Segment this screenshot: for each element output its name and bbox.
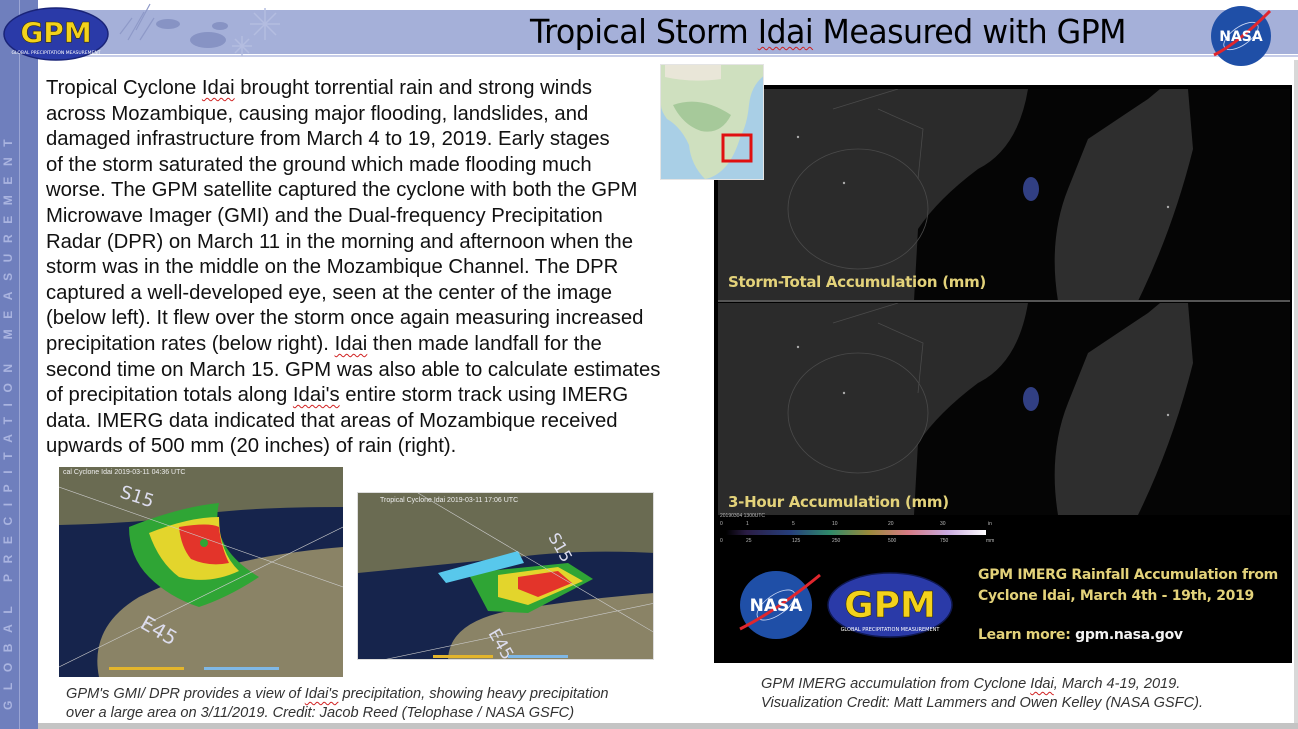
dpr-right-timestamp: Tropical Cyclone Idai 2019-03-11 17:06 U… bbox=[380, 497, 519, 504]
svg-text:GPM: GPM bbox=[844, 585, 936, 626]
dpr-storm-graphic: S15 E45 bbox=[59, 467, 343, 677]
paragraph-line: Radar (DPR) on March 11 in the morning a… bbox=[46, 230, 633, 253]
dpr-image-morning: S15 E45 cal Cyclone Idai 2019-03-11 04:3… bbox=[59, 467, 343, 677]
paragraph-line: second time on March 15. GPM was also ab… bbox=[46, 358, 661, 381]
three-hour-label: 3-Hour Accumulation (mm) bbox=[728, 493, 949, 511]
dpr-caption: GPM's GMI/ DPR provides a view of Idai's… bbox=[66, 686, 609, 721]
paragraph-line: worse. The GPM satellite captured the cy… bbox=[46, 179, 638, 202]
colorbar-gradient bbox=[726, 530, 986, 535]
sidebar-divider bbox=[19, 0, 20, 729]
gpm-logo: GPM GLOBAL PRECIPITATION MEASUREMENT bbox=[827, 572, 953, 638]
learn-more-text: Learn more: gpm.nasa.gov bbox=[978, 627, 1183, 643]
slide-bottom-bar bbox=[38, 723, 1298, 729]
header-underline bbox=[38, 55, 1298, 57]
imerg-footer-title: GPM IMERG Rainfall Accumulation from Cyc… bbox=[978, 567, 1278, 604]
paragraph-line: of the storm saturated the ground which … bbox=[46, 153, 592, 176]
paragraph-line: upwards of 500 mm (20 inches) of rain (r… bbox=[46, 435, 457, 458]
paragraph-line: (below left). It flew over the storm onc… bbox=[46, 307, 644, 330]
sidebar-vertical-text: GLOBAL PRECIPITATION MEASUREMENT bbox=[1, 128, 15, 710]
paragraph-line: data. IMERG data indicated that areas of… bbox=[46, 409, 618, 432]
dpr-left-timestamp: cal Cyclone Idai 2019-03-11 04:36 UTC bbox=[63, 469, 186, 476]
dpr-storm-graphic: S15 E45 bbox=[358, 493, 653, 659]
paragraph-line: precipitation rates (below right). Idai … bbox=[46, 332, 602, 355]
svg-text:GPM: GPM bbox=[20, 16, 91, 49]
africa-map-graphic bbox=[661, 65, 763, 179]
mozambique-map-graphic bbox=[718, 89, 1193, 301]
nasa-logo: NASA bbox=[739, 571, 821, 639]
paragraph-line: of precipitation totals along Idai's ent… bbox=[46, 384, 629, 407]
svg-text:GLOBAL PRECIPITATION MEASUREME: GLOBAL PRECIPITATION MEASUREMENT bbox=[12, 50, 101, 56]
gpm-logo: GPM GLOBAL PRECIPITATION MEASUREMENT bbox=[3, 7, 109, 61]
learn-more-url: gpm.nasa.gov bbox=[1075, 627, 1183, 643]
paragraph-line: captured a well-developed eye, seen at t… bbox=[46, 281, 612, 304]
paragraph-line: storm was in the middle on the Mozambiqu… bbox=[46, 256, 619, 279]
svg-text:GLOBAL PRECIPITATION MEASUREME: GLOBAL PRECIPITATION MEASUREMENT bbox=[841, 627, 941, 633]
imerg-caption: GPM IMERG accumulation from Cyclone Idai… bbox=[761, 676, 1204, 711]
paragraph-line: Microwave Imager (GMI) and the Dual-freq… bbox=[46, 204, 603, 227]
weather-decoration-icon bbox=[119, 3, 280, 56]
three-hour-map: 3-Hour Accumulation (mm) bbox=[718, 303, 1290, 515]
paragraph-line: damaged infrastructure from March 4 to 1… bbox=[46, 128, 610, 151]
imerg-accumulation-image: Storm-Total Accumulation (mm) 3-Hour Acc… bbox=[714, 85, 1292, 663]
svg-text:NASA: NASA bbox=[1219, 29, 1263, 45]
panel-divider bbox=[718, 300, 1290, 302]
sidebar-strip bbox=[0, 0, 38, 729]
storm-total-map: Storm-Total Accumulation (mm) bbox=[718, 89, 1290, 301]
storm-total-label: Storm-Total Accumulation (mm) bbox=[728, 273, 986, 291]
africa-locator-map bbox=[660, 64, 764, 180]
nasa-logo: NASA bbox=[1211, 6, 1272, 66]
colorbar-date: 20190304 1300UTC bbox=[720, 513, 766, 519]
paragraph-line: across Mozambique, causing major floodin… bbox=[46, 102, 589, 125]
description-paragraph: Tropical Cyclone Idai brought torrential… bbox=[46, 76, 711, 460]
page-title: Tropical Storm Idai Measured with GPM bbox=[530, 12, 1126, 51]
svg-text:NASA: NASA bbox=[750, 596, 804, 616]
colorbar-legend: 20190304 1300UTC 0 1 5 10 20 30 in 0 25 … bbox=[720, 513, 995, 544]
mozambique-map-graphic bbox=[718, 303, 1193, 515]
dpr-image-afternoon: S15 E45 Tropical Cyclone Idai 2019-03-11… bbox=[357, 492, 654, 660]
slide-edge bbox=[1294, 60, 1298, 729]
paragraph-line: Tropical Cyclone Idai brought torrential… bbox=[46, 77, 593, 99]
